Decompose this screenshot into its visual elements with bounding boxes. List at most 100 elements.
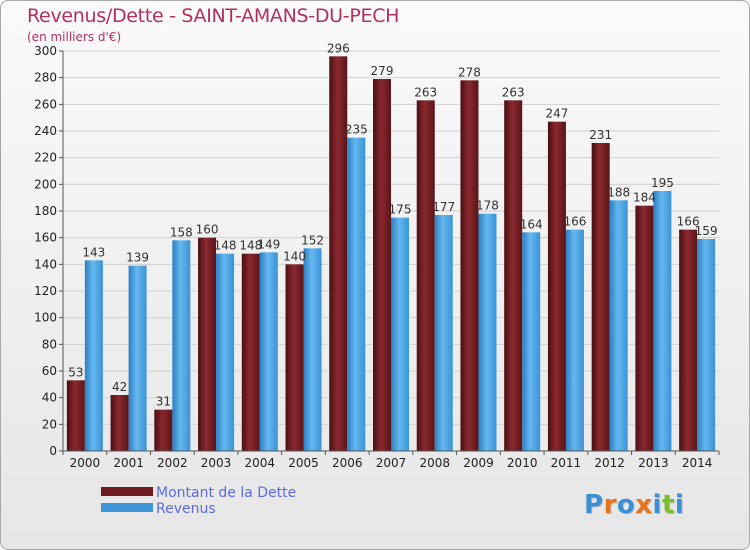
bar-dette bbox=[286, 264, 304, 451]
value-label-dette: 42 bbox=[112, 380, 127, 394]
value-label-dette: 247 bbox=[545, 107, 568, 121]
bar-dette bbox=[373, 79, 391, 451]
x-tick-label: 2002 bbox=[157, 456, 188, 470]
bar-revenus bbox=[478, 214, 496, 451]
logo-letter: r bbox=[604, 490, 617, 520]
y-tick-label: 160 bbox=[34, 231, 57, 245]
bar-revenus bbox=[304, 248, 322, 451]
value-label-dette: 231 bbox=[589, 128, 612, 142]
value-label-dette: 279 bbox=[371, 64, 394, 78]
y-tick-label: 200 bbox=[34, 177, 57, 191]
x-tick-label: 2005 bbox=[288, 456, 319, 470]
proxiti-logo: Proxiti bbox=[584, 490, 684, 520]
bar-dette bbox=[635, 206, 653, 451]
value-label-dette: 263 bbox=[414, 85, 437, 99]
x-tick-label: 2012 bbox=[594, 456, 625, 470]
bar-revenus bbox=[653, 191, 671, 451]
y-tick-label: 220 bbox=[34, 151, 57, 165]
bar-dette bbox=[679, 230, 697, 451]
x-tick-label: 2014 bbox=[682, 456, 713, 470]
y-tick-label: 20 bbox=[42, 417, 57, 431]
value-label-revenus: 149 bbox=[257, 237, 280, 251]
value-label-dette: 53 bbox=[68, 365, 83, 379]
y-tick-label: 280 bbox=[34, 71, 57, 85]
y-tick-label: 180 bbox=[34, 204, 57, 218]
bar-revenus bbox=[697, 239, 715, 451]
legend-swatch-revenus bbox=[101, 503, 153, 512]
value-label-revenus: 188 bbox=[607, 185, 630, 199]
bar-revenus bbox=[216, 254, 234, 451]
x-tick-label: 2007 bbox=[376, 456, 407, 470]
logo-letter: t bbox=[662, 490, 675, 520]
value-label-dette: 31 bbox=[156, 395, 171, 409]
value-label-revenus: 158 bbox=[170, 225, 193, 239]
value-label-revenus: 195 bbox=[651, 176, 674, 190]
value-label-revenus: 148 bbox=[214, 239, 237, 253]
bar-revenus bbox=[610, 200, 628, 451]
bar-revenus bbox=[172, 240, 190, 451]
value-label-dette: 140 bbox=[283, 249, 306, 263]
y-tick-label: 300 bbox=[34, 44, 57, 58]
bar-revenus bbox=[129, 266, 147, 451]
value-label-revenus: 175 bbox=[389, 203, 412, 217]
bar-revenus bbox=[347, 138, 365, 451]
bar-dette bbox=[504, 100, 522, 451]
y-tick-label: 60 bbox=[42, 364, 57, 378]
y-tick-label: 140 bbox=[34, 257, 57, 271]
logo-letter: P bbox=[584, 490, 604, 520]
value-label-revenus: 178 bbox=[476, 199, 499, 213]
value-label-dette: 263 bbox=[502, 85, 525, 99]
legend-label-dette: Montant de la Dette bbox=[156, 485, 296, 501]
bar-dette bbox=[329, 56, 347, 451]
bar-revenus bbox=[566, 230, 584, 451]
y-tick-label: 40 bbox=[42, 391, 57, 405]
value-label-dette: 184 bbox=[633, 191, 656, 205]
bar-dette bbox=[460, 80, 478, 451]
x-tick-label: 2003 bbox=[201, 456, 232, 470]
logo-letter: o bbox=[617, 490, 635, 520]
bars bbox=[67, 56, 715, 451]
legend-label-revenus: Revenus bbox=[156, 501, 216, 517]
x-tick-label: 2011 bbox=[551, 456, 582, 470]
legend-swatch-dette bbox=[101, 487, 153, 496]
bar-dette bbox=[417, 100, 435, 451]
value-label-revenus: 164 bbox=[520, 217, 543, 231]
bar-revenus bbox=[435, 215, 453, 451]
x-tick-label: 2010 bbox=[507, 456, 538, 470]
logo-letter: i bbox=[675, 490, 684, 520]
logo-letter: x bbox=[635, 490, 652, 520]
logo-letter: i bbox=[653, 490, 662, 520]
y-tick-label: 100 bbox=[34, 311, 57, 325]
value-label-dette: 160 bbox=[196, 223, 219, 237]
bar-revenus bbox=[85, 260, 103, 451]
x-tick-label: 2013 bbox=[638, 456, 669, 470]
value-label-revenus: 159 bbox=[695, 224, 718, 238]
bar-revenus bbox=[391, 218, 409, 451]
y-tick-label: 260 bbox=[34, 97, 57, 111]
bar-dette bbox=[198, 238, 216, 451]
bar-dette bbox=[154, 410, 172, 451]
bar-dette bbox=[548, 122, 566, 451]
value-label-dette: 278 bbox=[458, 65, 481, 79]
value-label-revenus: 166 bbox=[563, 215, 586, 229]
y-tick-label: 120 bbox=[34, 284, 57, 298]
value-label-revenus: 139 bbox=[126, 251, 149, 265]
bar-dette bbox=[67, 380, 85, 451]
value-label-dette: 296 bbox=[327, 41, 350, 55]
y-tick-label: 0 bbox=[49, 444, 57, 458]
value-label-revenus: 143 bbox=[82, 245, 105, 259]
x-tick-label: 2000 bbox=[70, 456, 101, 470]
x-tick-label: 2004 bbox=[245, 456, 276, 470]
bar-revenus bbox=[522, 232, 540, 451]
x-tick-label: 2001 bbox=[113, 456, 144, 470]
x-tick-label: 2009 bbox=[463, 456, 494, 470]
value-label-revenus: 235 bbox=[345, 123, 368, 137]
bar-dette bbox=[111, 395, 129, 451]
x-tick-label: 2008 bbox=[419, 456, 450, 470]
value-label-revenus: 177 bbox=[432, 200, 455, 214]
value-label-revenus: 152 bbox=[301, 233, 324, 247]
bar-revenus bbox=[260, 252, 278, 451]
x-tick-label: 2006 bbox=[332, 456, 363, 470]
